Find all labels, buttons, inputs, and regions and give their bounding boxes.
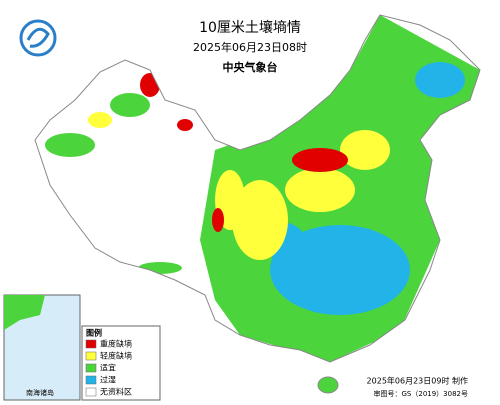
legend-swatch	[85, 387, 97, 397]
legend-swatch	[85, 351, 97, 361]
agency: 中央气象台	[223, 60, 278, 74]
legend-label: 重度缺墒	[100, 339, 132, 349]
datetime: 2025年06月23日08时	[193, 40, 307, 54]
hainan	[317, 376, 339, 394]
legend-swatch	[85, 375, 97, 385]
logo	[19, 19, 57, 57]
legend-label: 适宜	[100, 363, 116, 373]
approval-number: 审图号：GS（2019）3082号	[374, 389, 469, 398]
legend-label: 过湿	[100, 375, 116, 385]
legend-swatch	[85, 363, 97, 373]
legend-label: 轻度缺墒	[100, 351, 132, 361]
made-time: 2025年06月23日09时 制作	[367, 376, 468, 386]
inset: 南海诸岛	[3, 294, 81, 401]
legend-title: 图例	[86, 328, 102, 338]
inset-label: 南海诸岛	[26, 388, 54, 397]
legend-swatch	[85, 339, 97, 349]
border	[34, 14, 481, 363]
title: 10厘米土壤墒情	[199, 19, 301, 36]
legend-label: 无资料区	[100, 387, 132, 397]
